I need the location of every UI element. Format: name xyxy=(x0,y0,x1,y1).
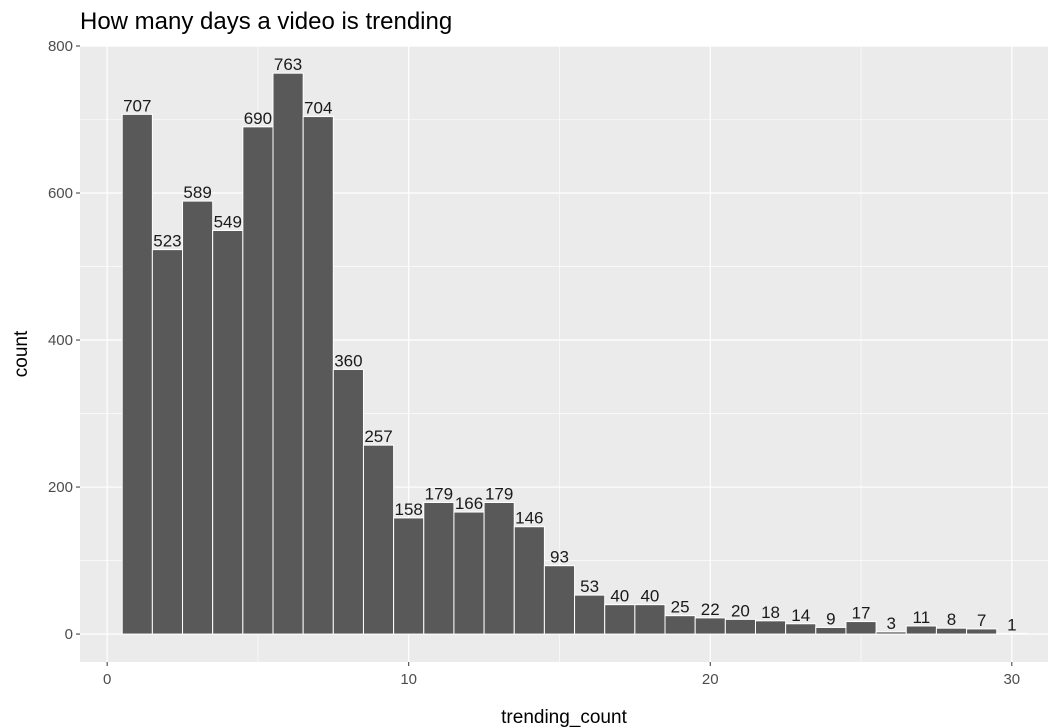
bar-label: 179 xyxy=(485,484,513,503)
x-tick-label: 30 xyxy=(1003,671,1020,688)
y-axis-title: count xyxy=(11,330,32,377)
bar-label: 18 xyxy=(761,603,780,622)
x-tick-label: 20 xyxy=(702,671,719,688)
bar-label: 8 xyxy=(947,610,956,629)
bar-label: 7 xyxy=(977,611,986,630)
bar-label: 25 xyxy=(671,598,690,617)
bar-label: 17 xyxy=(852,604,871,623)
bar-label: 690 xyxy=(244,109,272,128)
bar xyxy=(996,632,1028,635)
bar-label: 763 xyxy=(274,55,302,74)
bar-label: 589 xyxy=(183,183,211,202)
bar-label: 40 xyxy=(610,587,629,606)
y-tick-label: 400 xyxy=(48,332,73,349)
bar-label: 11 xyxy=(913,608,931,627)
bars xyxy=(121,72,1028,635)
bar-label: 14 xyxy=(791,606,810,625)
bar xyxy=(694,617,726,635)
bar xyxy=(362,444,395,635)
y-axis: 0 200 400 600 800 xyxy=(48,38,80,643)
bar xyxy=(966,628,998,635)
bar xyxy=(905,625,937,635)
bar-labels: 7075235895496907637043602571581791661791… xyxy=(123,55,1016,634)
x-axis: 0 10 20 30 xyxy=(103,662,1020,688)
bar xyxy=(604,604,636,635)
y-tick-label: 600 xyxy=(48,185,73,202)
bar xyxy=(302,116,334,635)
bar-label: 523 xyxy=(153,232,181,251)
bar xyxy=(513,526,545,635)
bar-label: 3 xyxy=(886,614,895,633)
x-tick-label: 0 xyxy=(103,671,111,688)
bar-label: 179 xyxy=(425,484,453,503)
y-tick-label: 200 xyxy=(48,479,73,496)
bar-label: 53 xyxy=(580,577,599,596)
bar xyxy=(212,230,244,635)
bar xyxy=(393,517,425,635)
y-tick-label: 800 xyxy=(48,38,73,55)
bar-label: 40 xyxy=(640,587,659,606)
bar-label: 20 xyxy=(731,601,750,620)
bar xyxy=(845,621,877,635)
chart-title: How many days a video is trending xyxy=(80,8,453,35)
bar-label: 1 xyxy=(1007,615,1016,634)
bar-label: 158 xyxy=(395,500,423,519)
bar-label: 549 xyxy=(214,213,242,232)
bar xyxy=(574,594,606,635)
bar-label: 9 xyxy=(826,609,835,628)
y-tick-label: 0 xyxy=(65,626,73,643)
bar xyxy=(332,368,364,635)
bar-label: 22 xyxy=(701,600,720,619)
bar xyxy=(785,623,817,635)
bar-label: 93 xyxy=(550,548,569,567)
bar-label: 704 xyxy=(304,99,332,118)
bar xyxy=(724,618,756,635)
bar xyxy=(182,200,214,635)
x-tick-label: 10 xyxy=(400,671,417,688)
bar-label: 146 xyxy=(515,509,543,528)
bar-label: 166 xyxy=(455,494,483,513)
bar xyxy=(242,126,274,635)
bar-label: 257 xyxy=(364,427,392,446)
bar xyxy=(272,72,304,635)
bar-label: 707 xyxy=(123,96,151,115)
bar xyxy=(483,501,515,635)
bar xyxy=(151,249,184,635)
bar xyxy=(664,615,696,635)
bar-label: 360 xyxy=(334,351,362,370)
bar xyxy=(543,565,576,635)
x-axis-title: trending_count xyxy=(501,707,627,728)
bar xyxy=(754,620,787,635)
bar xyxy=(423,501,455,635)
bar xyxy=(121,113,153,635)
bar xyxy=(634,604,666,635)
bar xyxy=(453,511,485,635)
